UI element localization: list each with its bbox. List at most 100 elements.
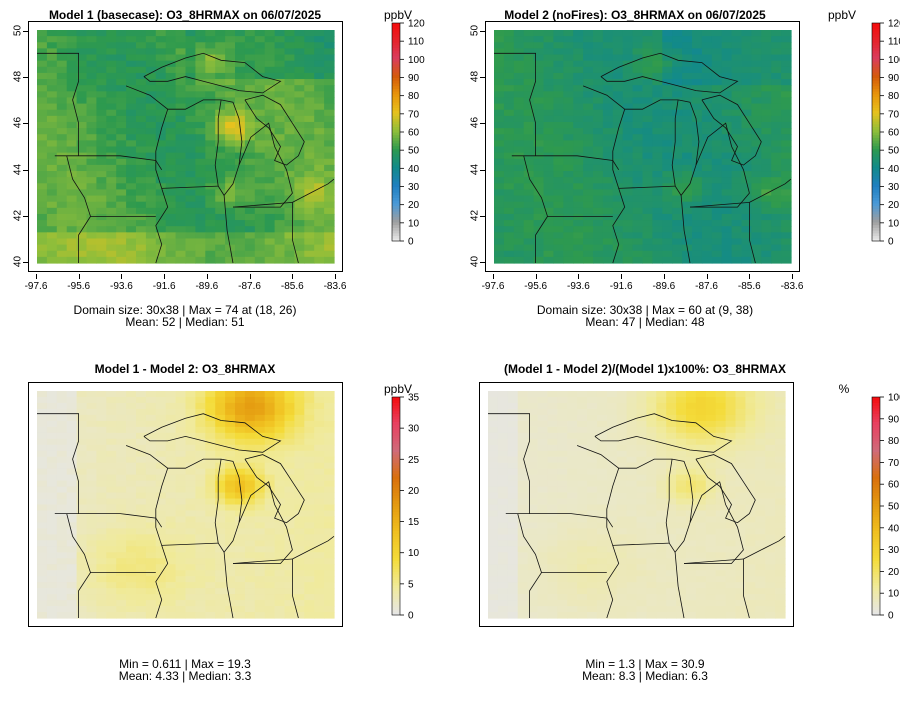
- map-cell: [761, 72, 772, 80]
- map-cell: [686, 546, 697, 553]
- map-cell: [294, 226, 305, 233]
- map-cell: [735, 582, 746, 589]
- map-cell: [46, 232, 58, 240]
- map-cell: [602, 238, 614, 246]
- map-cell: [503, 115, 515, 123]
- map-cell: [765, 516, 776, 524]
- map-cell: [662, 152, 673, 160]
- map-cell: [46, 91, 58, 99]
- map-cell: [616, 552, 628, 559]
- map-cell: [731, 42, 743, 49]
- map-cell: [195, 195, 206, 203]
- map-cell: [622, 91, 634, 99]
- map-cell: [215, 256, 226, 264]
- map-cell: [126, 244, 137, 252]
- map-cell: [145, 570, 157, 577]
- map-cell: [185, 474, 196, 482]
- map-cell: [721, 189, 733, 197]
- map-cell: [136, 42, 147, 49]
- map-cell: [656, 444, 667, 452]
- map-cell: [523, 171, 535, 178]
- map-cell: [215, 232, 226, 240]
- map-cell: [106, 474, 117, 482]
- map-cell: [126, 232, 137, 240]
- colorbar-segment: [872, 194, 880, 198]
- map-cell: [721, 134, 733, 141]
- map-cell: [632, 66, 644, 74]
- map-cell: [606, 564, 618, 571]
- map-cell: [264, 36, 276, 43]
- map-cell: [106, 438, 117, 446]
- map-cell: [324, 54, 335, 62]
- map-cell: [284, 522, 295, 529]
- map-cell: [626, 504, 638, 512]
- colorbar-segment: [872, 63, 880, 68]
- map-cell: [533, 103, 545, 111]
- map-cell: [517, 432, 529, 440]
- map-cell: [165, 570, 177, 577]
- map-cell: [136, 576, 147, 583]
- map-cell: [642, 103, 653, 111]
- map-cell: [507, 498, 519, 506]
- map-cell: [136, 468, 147, 476]
- colorbar-segment: [392, 612, 400, 616]
- map-cell: [553, 158, 564, 166]
- map-cell: [116, 456, 127, 464]
- map-cell: [602, 152, 614, 160]
- map-cell: [264, 256, 276, 264]
- map-cell: [761, 30, 772, 37]
- map-cell: [175, 408, 187, 416]
- map-cell: [37, 48, 48, 56]
- map-cell: [616, 522, 628, 529]
- map-cell: [543, 213, 554, 221]
- map-cell: [662, 79, 673, 86]
- map-cell: [175, 183, 187, 191]
- map-cell: [666, 540, 677, 547]
- map-cell: [622, 158, 634, 166]
- map-cell: [244, 504, 256, 512]
- colorbar-segment: [392, 202, 400, 207]
- map-cell: [523, 128, 535, 135]
- map-cell: [175, 438, 187, 446]
- map-cell: [731, 115, 743, 123]
- map-cell: [324, 195, 335, 203]
- map-cell: [523, 146, 535, 154]
- map-cell: [96, 438, 107, 446]
- map-cell: [76, 576, 88, 583]
- map-cell: [606, 432, 618, 440]
- x-tick-label: -91.6: [152, 281, 176, 292]
- map-cell: [517, 498, 529, 506]
- map-cell: [636, 570, 647, 577]
- map-cell: [513, 256, 525, 264]
- map-cell: [294, 600, 305, 607]
- map-cell: [205, 402, 216, 410]
- map-cell: [642, 171, 653, 178]
- map-cell: [185, 115, 196, 123]
- map-cell: [165, 128, 177, 135]
- map-cell: [731, 250, 743, 258]
- map-cell: [284, 408, 295, 416]
- map-field: [37, 30, 335, 264]
- map-cell: [76, 207, 88, 215]
- map-cell: [215, 171, 226, 178]
- map-cell: [567, 456, 578, 464]
- map-cell: [235, 60, 246, 68]
- map-cell: [235, 600, 246, 607]
- map-cell: [507, 456, 519, 464]
- map-cell: [725, 600, 737, 607]
- stats-line-2: Mean: 47 | Median: 48: [585, 315, 705, 329]
- map-cell: [593, 164, 604, 172]
- x-tick: [535, 274, 537, 279]
- map-cell: [563, 85, 574, 92]
- map-cell: [596, 558, 608, 565]
- map-cell: [761, 146, 772, 154]
- map-cell: [731, 121, 743, 129]
- map-cell: [507, 438, 519, 446]
- colorbar-segment: [872, 42, 880, 46]
- map-cell: [304, 612, 315, 619]
- map-cell: [642, 238, 653, 246]
- map-cell: [155, 201, 167, 209]
- map-cell: [165, 42, 177, 49]
- map-cell: [76, 54, 88, 62]
- map-cell: [136, 600, 147, 607]
